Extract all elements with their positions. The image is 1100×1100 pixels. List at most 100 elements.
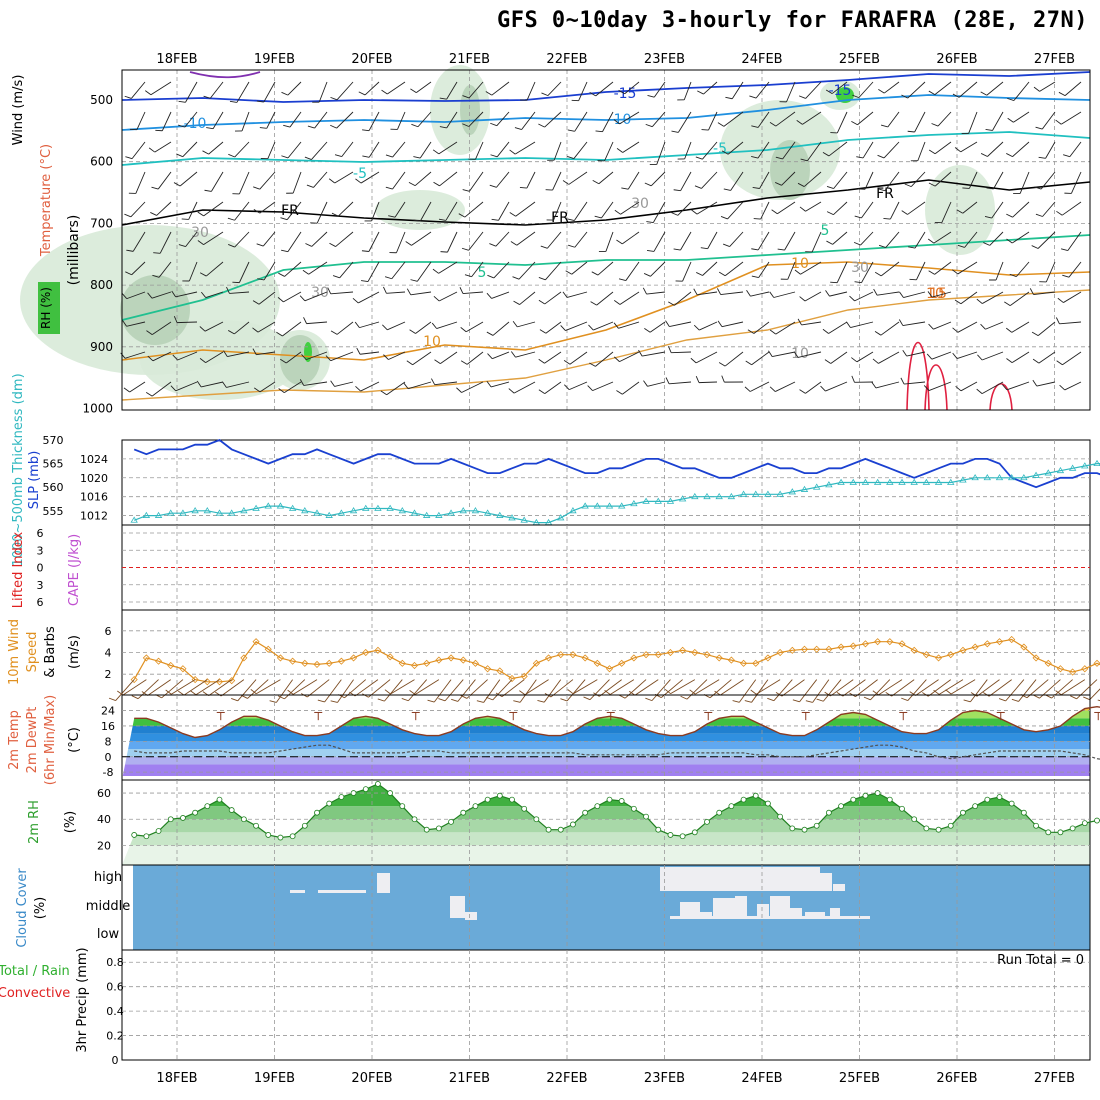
wind-barb-feather <box>691 209 698 215</box>
wind10-point <box>764 654 772 662</box>
rh2m-point <box>131 832 138 838</box>
wind-barb-feather <box>826 211 834 216</box>
wind-barb-feather <box>227 217 235 221</box>
wind-barb <box>130 201 146 218</box>
wind10-barb <box>171 679 196 695</box>
cloud-cover-block <box>833 884 845 891</box>
wind-barb-feather <box>432 268 439 274</box>
wind-barb <box>234 201 250 221</box>
wind-barb <box>1012 201 1030 218</box>
wind-barb-feather <box>330 380 335 387</box>
rh2m-label: 2m RH <box>27 800 42 844</box>
contour-label: -5 <box>353 166 367 182</box>
wind-barb <box>652 201 666 223</box>
rh2m-point <box>947 822 954 829</box>
wind-barb-feather <box>228 244 235 248</box>
wind-barb <box>516 231 536 246</box>
wind10-barb <box>195 679 220 696</box>
wind-barb-feather <box>695 156 703 160</box>
wind-barb-feather <box>591 271 599 276</box>
rh2m-point <box>399 803 406 810</box>
wind-barb-feather <box>673 248 681 251</box>
wind10-barb-feather <box>922 692 929 697</box>
wind10-point <box>313 660 321 668</box>
wind-barb <box>387 321 406 331</box>
thickness-point <box>1020 474 1028 481</box>
wind-barb <box>957 261 978 275</box>
temp2m-tick: 24 <box>101 705 115 718</box>
wind-barb <box>618 321 640 329</box>
wind-barb-feather <box>460 327 467 333</box>
wind10-point <box>142 654 150 662</box>
wind10-barb-feather <box>945 689 952 695</box>
wind10-barb <box>609 679 635 695</box>
wind-barb-feather <box>253 186 260 190</box>
wind-barb <box>124 351 146 359</box>
wind-barb-feather <box>985 129 993 131</box>
rh2m-point <box>472 803 479 810</box>
wind-barb-feather <box>722 243 730 248</box>
wind10-point <box>520 672 528 680</box>
rh2m-point <box>594 803 601 810</box>
wind10-point <box>837 643 845 651</box>
wind-barb-feather <box>957 244 965 248</box>
rh-blob <box>140 320 300 400</box>
thickness-point <box>1068 464 1077 471</box>
wind-barb-feather <box>984 215 992 219</box>
wind-barb <box>696 201 718 215</box>
temp-band <box>122 733 1090 742</box>
wind10-point <box>1056 665 1065 673</box>
contour-label: FR <box>876 186 894 202</box>
wind10-barb-feather <box>583 696 591 701</box>
wind-barb <box>412 351 432 366</box>
wind-barb <box>782 141 796 160</box>
thickness-point <box>715 492 723 500</box>
wind-barb-feather <box>1055 119 1062 125</box>
wind10-barb <box>799 679 818 703</box>
wind-barb-feather <box>486 292 492 299</box>
wind-barb <box>622 231 640 245</box>
pressure-tick: 500 <box>90 93 113 107</box>
li-tick: 3 <box>37 544 44 557</box>
wind-barb <box>1011 321 1030 333</box>
wind-barb-feather <box>871 382 877 389</box>
wind10-point <box>983 640 991 648</box>
wind-barb-feather <box>1004 301 1011 307</box>
rh2m-point <box>1057 829 1064 836</box>
wind-barb-feather <box>1007 117 1014 123</box>
slp-axis-label: SLP (mb) <box>27 451 42 510</box>
contour-label: -10 <box>609 112 632 128</box>
wind10-barb <box>739 679 757 703</box>
wind-barb <box>266 111 276 129</box>
rh2m-point <box>1045 829 1052 836</box>
wind-barb <box>545 261 562 281</box>
wind-barb <box>136 111 146 130</box>
wind-barb <box>544 351 562 364</box>
wind-barb <box>388 351 406 360</box>
thickness-point <box>1093 459 1100 467</box>
wind-barb <box>602 111 614 132</box>
wind10-barb <box>720 679 744 696</box>
wind-barb-feather <box>1058 91 1066 97</box>
wind-barb <box>368 111 380 131</box>
wind10-barb-feather <box>998 698 1006 702</box>
wind10-barb <box>220 679 245 697</box>
wind-barb <box>368 231 380 252</box>
wind-barb <box>545 321 562 334</box>
wind-barb-feather <box>222 381 227 388</box>
wind-barb-feather <box>594 215 602 219</box>
rh2m-point <box>460 809 467 816</box>
wind-barb-feather <box>432 149 440 155</box>
wind10-point <box>349 654 358 662</box>
wind-barb <box>860 231 874 246</box>
wind-barb <box>177 351 198 361</box>
wind-barb <box>934 171 952 187</box>
wind10-barb-feather <box>108 697 116 701</box>
rh2m-point <box>960 809 966 816</box>
wind-barb <box>518 261 536 280</box>
wind-barb <box>286 201 302 220</box>
wind-barb <box>995 261 1004 281</box>
wind10-barb-feather <box>767 697 775 702</box>
wind-barb <box>469 171 484 192</box>
wind-barb-feather <box>744 386 751 392</box>
